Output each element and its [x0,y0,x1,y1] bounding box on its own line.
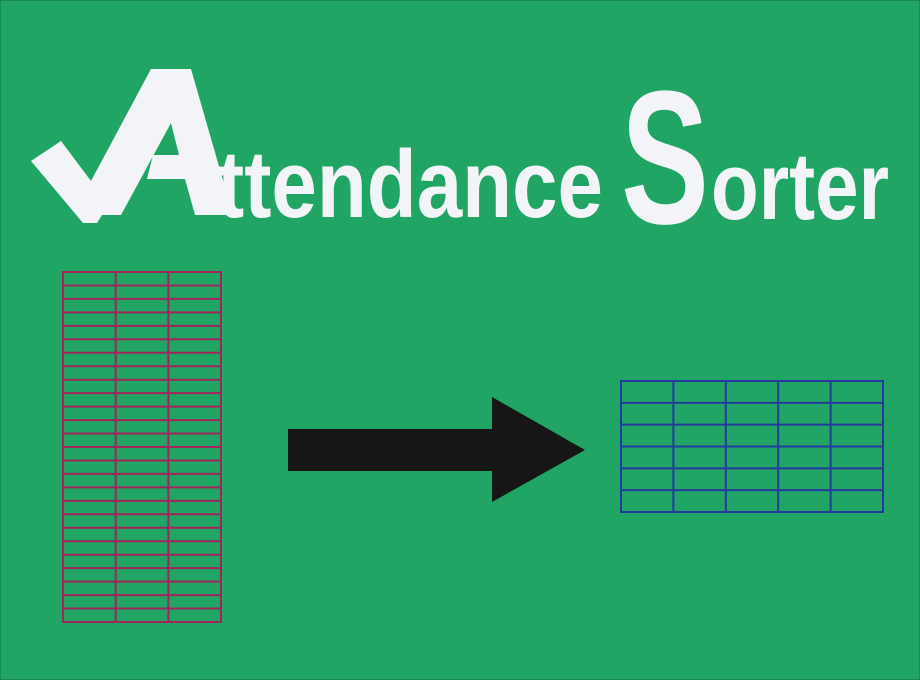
right-arrow-icon [288,397,585,502]
title-word-orter: orter [711,133,889,240]
title-word-attendance: ttendance [217,131,603,238]
tall-spreadsheet-icon [62,271,222,623]
title-letter-s: S [621,52,709,241]
wide-spreadsheet-icon [620,380,884,513]
letter-a-body [101,69,233,215]
logo-title: A ttendance S orter [31,52,889,241]
